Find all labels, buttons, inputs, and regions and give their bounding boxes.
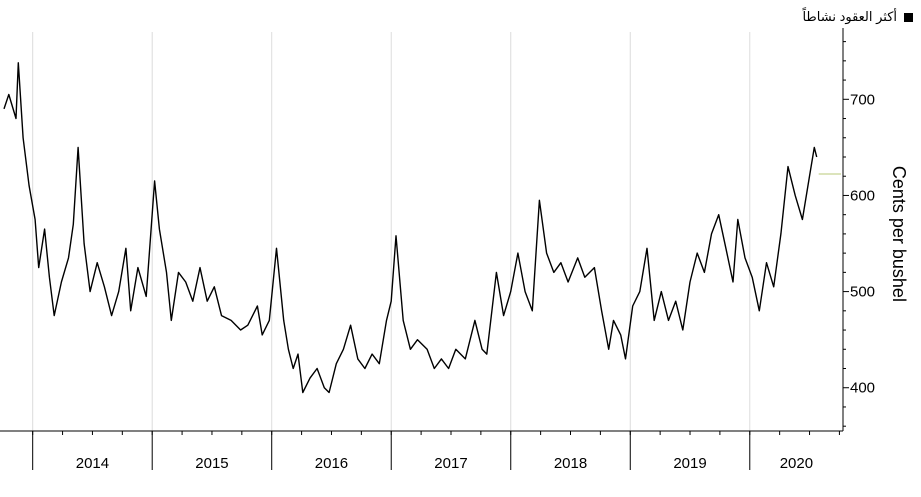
axes [0,28,849,470]
y-tick-label: 600 [850,187,875,204]
x-tick-label: 2018 [554,455,587,472]
x-tick-label: 2017 [434,455,467,472]
x-tick-label: 2014 [76,455,109,472]
y-tick-label: 500 [850,284,875,301]
legend-swatch-icon [904,12,913,22]
x-tick-label: 2019 [673,455,706,472]
legend-label: أكثر العقود نشاطاً [802,9,897,24]
grid-lines [32,32,751,431]
x-axis-ticks: 2014 2015 2016 2017 2018 2019 2020 [76,455,813,472]
series-group [3,62,841,394]
chart-legend: أكثر العقود نشاطاً [802,9,913,25]
y-tick-label: 400 [850,380,875,397]
x-tick-label: 2016 [315,455,348,472]
x-tick-label: 2015 [195,455,228,472]
y-tick-label: 700 [850,91,875,108]
series-line [3,62,818,394]
y-axis-ticks: 400 500 600 700 [850,91,875,396]
x-tick-label: 2020 [780,455,813,472]
y-axis-label: Cents per bushel [889,166,909,302]
